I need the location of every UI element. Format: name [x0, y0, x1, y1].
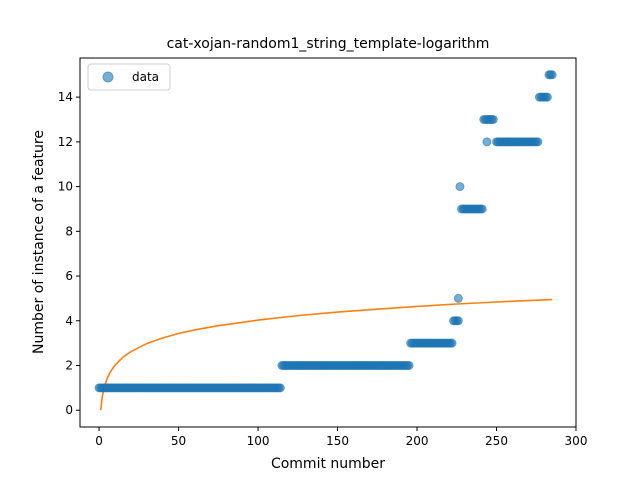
- y-tick-label: 8: [65, 224, 73, 238]
- x-tick-label: 150: [326, 434, 349, 448]
- x-tick-label: 50: [171, 434, 186, 448]
- data-point: [482, 137, 492, 147]
- data-point: [453, 316, 463, 326]
- data-point: [488, 115, 498, 124]
- data-point: [453, 293, 463, 303]
- points-layer: [94, 70, 557, 393]
- x-tick-label: 300: [565, 434, 588, 448]
- data-point: [275, 383, 285, 393]
- legend: data: [87, 63, 171, 91]
- y-tick-label: 6: [65, 269, 73, 283]
- legend-frame: [87, 63, 171, 91]
- x-tick-label: 100: [247, 434, 270, 448]
- data-point: [455, 182, 465, 192]
- plot-area: [79, 57, 577, 428]
- data-point: [542, 92, 552, 102]
- x-axis: 0 50 100 150 200 250 300: [95, 427, 587, 448]
- fit-layer: [99, 298, 553, 411]
- y-tick-label: 0: [65, 403, 73, 417]
- y-axis: 0 2 4 6 8 10 12 14: [58, 90, 80, 417]
- y-tick-label: 4: [65, 314, 73, 328]
- legend-marker-data: [102, 71, 114, 83]
- y-tick-label: 10: [58, 180, 73, 194]
- x-axis-label: Commit number: [271, 456, 385, 472]
- axes-frame: [79, 57, 577, 428]
- data-point: [477, 204, 487, 214]
- y-tick-label: 14: [58, 90, 73, 104]
- x-tick-label: 200: [406, 434, 429, 448]
- x-tick-label: 250: [485, 434, 508, 448]
- y-axis-label: Number of instance of a feature: [31, 130, 47, 354]
- data-point: [533, 137, 543, 147]
- data-point: [547, 70, 557, 80]
- y-tick-label: 2: [65, 359, 73, 373]
- y-tick-label: 12: [58, 135, 73, 149]
- chart-title: cat-xojan-random1_string_template-logari…: [167, 36, 490, 52]
- data-point: [447, 338, 457, 348]
- x-tick-label: 0: [95, 434, 103, 448]
- legend-label-data: data: [132, 70, 159, 84]
- fit-line: [99, 298, 553, 411]
- data-point: [404, 361, 414, 370]
